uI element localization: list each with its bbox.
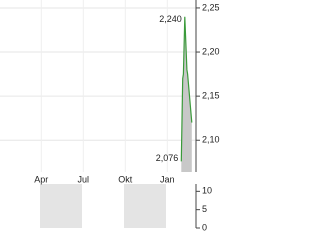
y-tick-label: 2,10	[202, 135, 220, 145]
x-tick-label: Okt	[118, 174, 133, 184]
y-tick-label: 10	[202, 186, 212, 196]
annotation: 2,240	[159, 14, 182, 24]
y-tick-label: 5	[202, 204, 207, 214]
x-tick-label: Jan	[160, 174, 175, 184]
y-tick-label: 2,25	[202, 2, 220, 12]
chart: 2,10 2,15 2,20 2,25 Apr Jul Okt Jan 2,240 2,076 0 5…	[0, 0, 220, 232]
x-tick-label: Apr	[34, 174, 48, 184]
y-tick-label: 0	[202, 222, 207, 232]
period-band	[40, 184, 82, 228]
y-tick-label: 2,15	[202, 91, 220, 101]
y-tick-label: 2,20	[202, 46, 220, 56]
annotation: 2,076	[156, 153, 179, 163]
period-band	[124, 184, 166, 228]
line	[180, 16, 193, 162]
x-tick-label: Jul	[78, 174, 90, 184]
